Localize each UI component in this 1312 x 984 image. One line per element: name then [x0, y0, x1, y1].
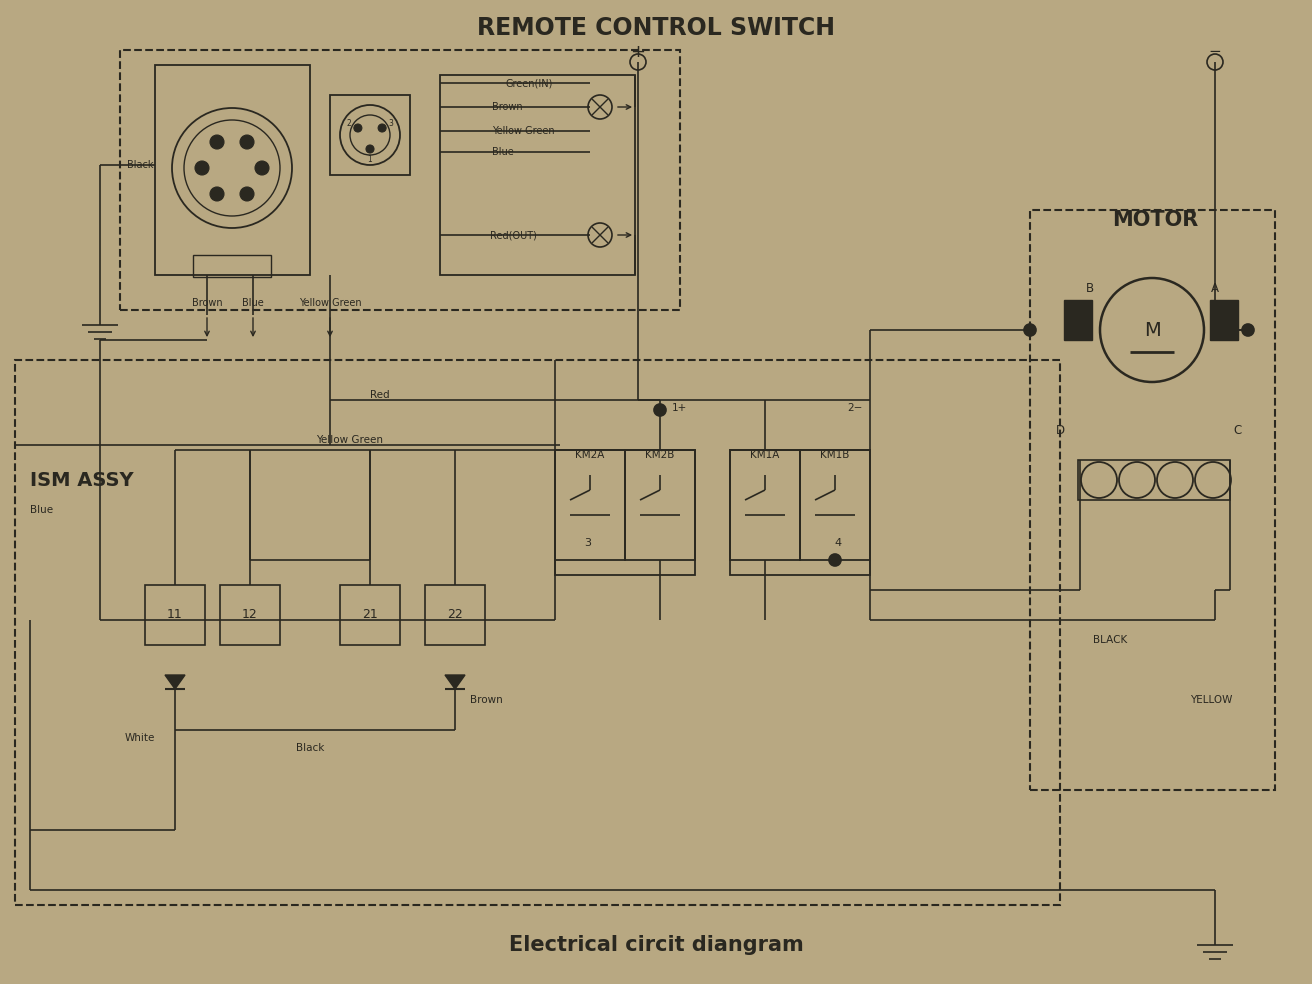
Polygon shape [165, 675, 185, 689]
Text: +: + [631, 43, 646, 61]
Bar [555, 450, 625, 560]
Circle shape [210, 135, 224, 149]
Text: 4: 4 [834, 538, 841, 548]
Text: REMOTE CONTROL SWITCH: REMOTE CONTROL SWITCH [478, 16, 834, 40]
Text: Brown: Brown [492, 102, 522, 112]
Circle shape [1023, 324, 1036, 336]
Circle shape [378, 124, 386, 132]
Circle shape [354, 124, 362, 132]
Text: 22: 22 [447, 608, 463, 622]
Text: 1+: 1+ [672, 403, 687, 413]
Polygon shape [445, 675, 464, 689]
Text: 2: 2 [346, 118, 352, 128]
Circle shape [366, 145, 374, 153]
Circle shape [240, 135, 255, 149]
Bar [1030, 210, 1275, 790]
Bar [146, 585, 205, 645]
Bar [1064, 300, 1092, 340]
Bar [220, 585, 279, 645]
Text: 11: 11 [167, 608, 182, 622]
Text: D: D [1055, 423, 1064, 437]
Circle shape [240, 187, 255, 201]
Text: 3: 3 [585, 538, 592, 548]
Text: MOTOR: MOTOR [1111, 210, 1198, 230]
Circle shape [829, 554, 841, 566]
Text: Blue: Blue [30, 505, 52, 515]
Bar [440, 75, 635, 275]
Text: KM2A: KM2A [576, 450, 605, 460]
Text: YELLOW: YELLOW [1190, 695, 1232, 705]
Text: KM2B: KM2B [646, 450, 674, 460]
Text: Yellow Green: Yellow Green [316, 435, 383, 445]
Text: B: B [1086, 281, 1094, 294]
Text: Green(IN): Green(IN) [505, 78, 552, 88]
Text: KM1A: KM1A [750, 450, 779, 460]
Text: 12: 12 [243, 608, 258, 622]
Bar [625, 450, 695, 560]
Text: White: White [125, 733, 155, 743]
Text: 3: 3 [388, 118, 394, 128]
Text: Blue: Blue [243, 298, 264, 308]
Circle shape [195, 161, 209, 175]
Text: Yellow Green: Yellow Green [299, 298, 361, 308]
Text: −: − [1208, 44, 1221, 59]
Bar [729, 450, 800, 560]
Bar [425, 585, 485, 645]
Text: BLACK: BLACK [1093, 635, 1127, 645]
Text: 2−: 2− [848, 403, 862, 413]
Circle shape [653, 404, 666, 416]
Bar [331, 95, 409, 175]
Text: KM1B: KM1B [820, 450, 850, 460]
Text: M: M [1144, 321, 1160, 339]
Text: 1: 1 [367, 154, 373, 163]
Text: A: A [1211, 281, 1219, 294]
Text: Brown: Brown [470, 695, 502, 705]
Text: ISM ASSY: ISM ASSY [30, 470, 134, 489]
Text: Electrical circit diangram: Electrical circit diangram [509, 935, 803, 955]
Bar [155, 65, 310, 275]
Bar [340, 585, 400, 645]
Bar [729, 450, 870, 575]
Circle shape [210, 187, 224, 201]
Bar [119, 50, 680, 310]
Text: Black: Black [295, 743, 324, 753]
Text: Blue: Blue [492, 147, 514, 157]
Bar [800, 450, 870, 560]
Bar [193, 255, 272, 277]
Circle shape [255, 161, 269, 175]
Circle shape [1242, 324, 1254, 336]
Text: Red(OUT): Red(OUT) [489, 230, 537, 240]
Text: Brown: Brown [192, 298, 222, 308]
Text: 21: 21 [362, 608, 378, 622]
Text: Black: Black [126, 160, 154, 170]
Text: Red: Red [370, 390, 390, 400]
Bar [14, 360, 1060, 905]
Text: C: C [1233, 423, 1242, 437]
Text: Yellow Green: Yellow Green [492, 126, 555, 136]
Bar [555, 450, 695, 575]
Bar [1078, 460, 1231, 500]
Bar [1210, 300, 1239, 340]
